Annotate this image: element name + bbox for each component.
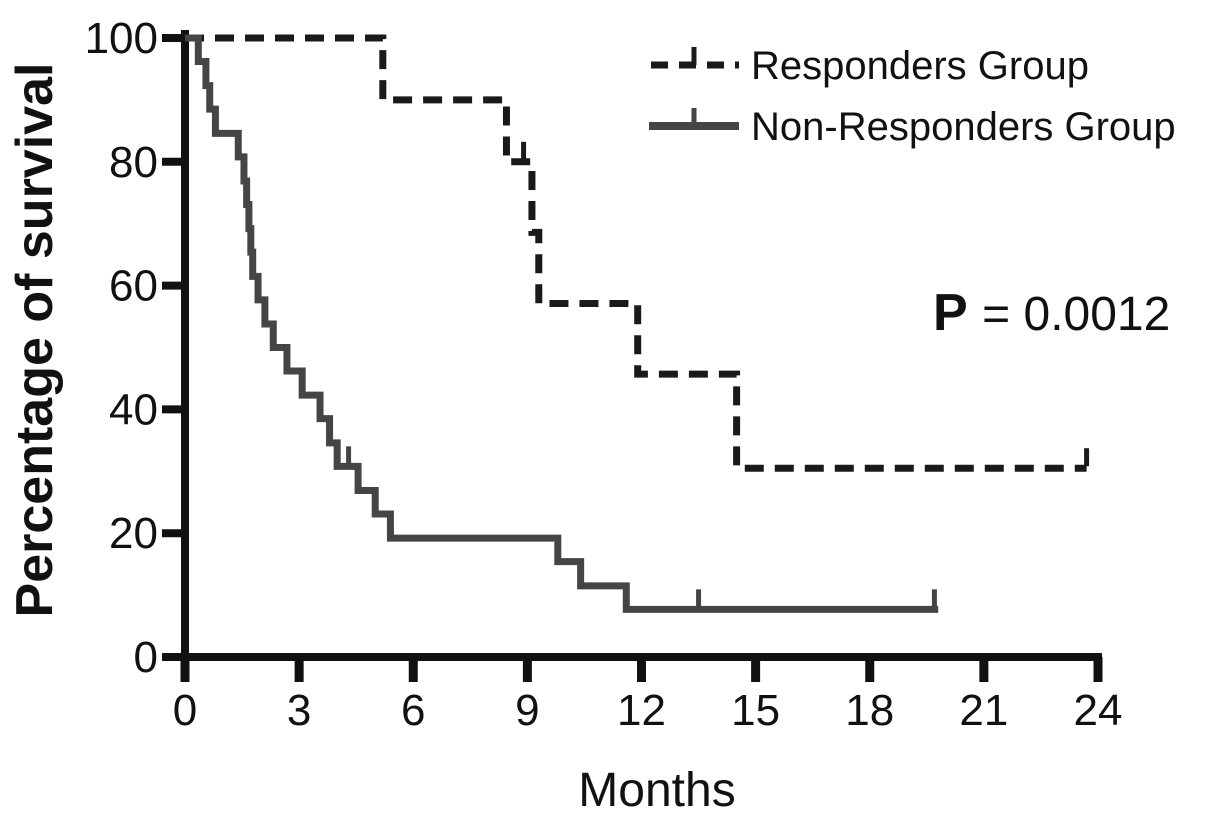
legend-label-non-responders: Non-Responders Group [751, 105, 1176, 149]
x-tick-label: 0 [173, 686, 197, 735]
x-tick-label: 21 [959, 686, 1008, 735]
x-tick-label: 3 [287, 686, 311, 735]
censor-marks [346, 141, 1090, 608]
legend: Responders Group Non-Responders Group [649, 44, 1176, 149]
survival-curves [185, 34, 1087, 613]
solid-line-icon [649, 108, 739, 130]
x-tick-label: 6 [401, 686, 425, 735]
x-tick-label: 12 [617, 686, 666, 735]
tick-labels: 0 20 40 60 80 100 0 3 6 9 12 15 18 21 24 [85, 14, 1123, 735]
responders-curve [185, 34, 1087, 472]
y-tick-label: 100 [85, 14, 158, 63]
legend-label-responders: Responders Group [751, 44, 1089, 88]
axes [162, 30, 1103, 682]
x-tick-label: 18 [845, 686, 894, 735]
y-tick-label: 0 [134, 633, 158, 682]
x-axis-title: Months [578, 764, 735, 817]
p-label: P [933, 284, 968, 342]
y-axis-title: Percentage of survival [6, 63, 64, 618]
dashed-line-icon [651, 47, 739, 69]
non-responders-curve [185, 34, 939, 613]
y-tick-label: 20 [109, 509, 158, 558]
x-tick-label: 15 [731, 686, 780, 735]
p-value: = 0.0012 [982, 288, 1170, 341]
x-tick-label: 9 [515, 686, 539, 735]
p-value-annotation: P = 0.0012 [933, 284, 1170, 342]
y-tick-label: 80 [109, 138, 158, 187]
y-tick-label: 60 [109, 262, 158, 311]
x-tick-label: 24 [1074, 686, 1123, 735]
y-tick-label: 40 [109, 385, 158, 434]
